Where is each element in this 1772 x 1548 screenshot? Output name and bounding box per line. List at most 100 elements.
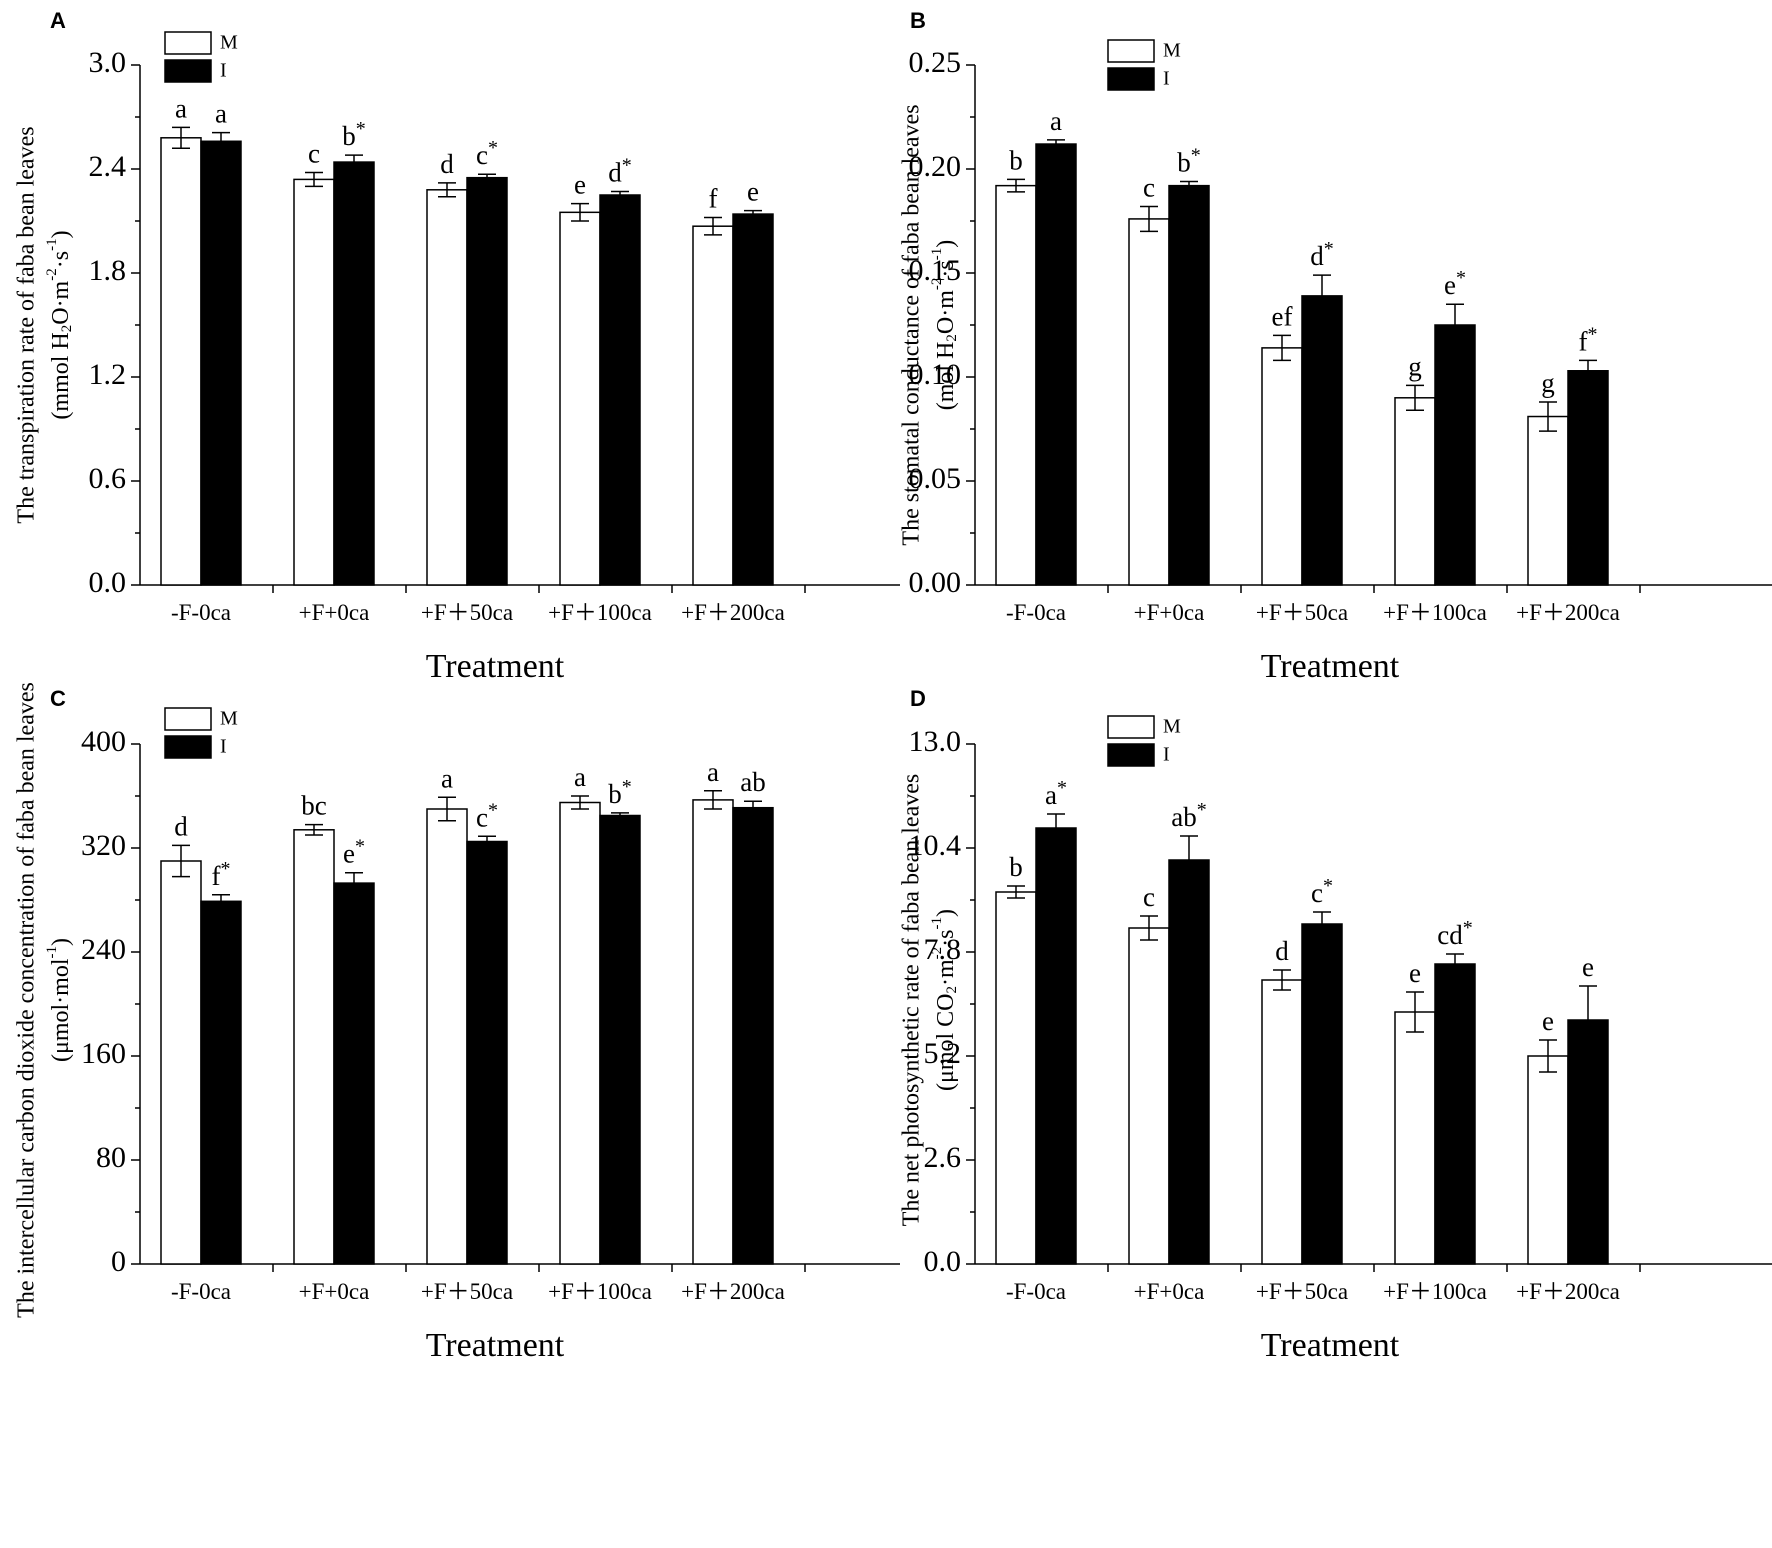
y-axis-unit-part: ) <box>48 230 74 238</box>
y-tick-label: 0.20 <box>909 150 962 183</box>
bar-i <box>1434 963 1476 1265</box>
y-axis-unit-part: -1 <box>929 917 945 930</box>
y-axis-unit-part: -1 <box>929 248 945 261</box>
y-tick-label: 400 <box>81 725 126 758</box>
significance-star: * <box>1057 777 1067 799</box>
y-tick-label: 0.25 <box>909 46 962 79</box>
legend-label-i: I <box>1163 744 1170 766</box>
legend-label-i: I <box>1163 68 1170 90</box>
y-axis-unit-part: (μmol CO <box>933 993 959 1091</box>
y-tick-label: 7.8 <box>924 933 962 966</box>
legend-label-m: M <box>220 708 238 730</box>
x-axis-title: Treatment <box>426 1327 565 1364</box>
y-axis-unit-part: -2 <box>929 947 945 960</box>
bar-m <box>1128 927 1170 1265</box>
legend-label-i: I <box>220 60 227 82</box>
y-axis-unit-part: O·m <box>933 290 959 334</box>
bar-m <box>293 178 335 586</box>
significance-label: ef <box>1272 301 1293 331</box>
y-tick-label: 0.05 <box>909 462 962 495</box>
bar-i <box>732 213 774 586</box>
legend-swatch-m <box>164 31 212 55</box>
bar-m <box>559 801 601 1265</box>
legend-label-m: M <box>1163 40 1181 62</box>
x-category-label: +F+0ca <box>299 600 370 625</box>
bar-m <box>1261 979 1303 1265</box>
x-category-label: +F＋50ca <box>1256 1279 1348 1304</box>
bar-i <box>466 176 508 586</box>
legend-swatch-m <box>164 707 212 731</box>
y-tick-label: 2.6 <box>924 1141 962 1174</box>
y-axis-unit-part: (mol H <box>933 342 959 411</box>
y-tick-label: 0.10 <box>909 358 962 391</box>
y-axis-unit: (mol H2O·m-2·s-1) <box>929 240 960 411</box>
y-tick-label: 240 <box>81 933 126 966</box>
significance-label: a <box>441 763 453 793</box>
y-axis-unit-part: ·m <box>933 959 959 986</box>
x-category-label: +F＋200ca <box>681 600 785 625</box>
panel-letter: B <box>910 8 926 33</box>
bar-m <box>1128 218 1170 586</box>
bar-i <box>732 806 774 1265</box>
y-tick-label: 10.4 <box>909 829 962 862</box>
x-category-label: +F＋100ca <box>548 1279 652 1304</box>
significance-star: * <box>1197 799 1207 821</box>
significance-label: e <box>1542 1006 1554 1036</box>
significance-star: * <box>355 836 365 858</box>
y-axis-title: The transpiration rate of faba bean leav… <box>14 126 40 523</box>
significance-label: ab* <box>1171 799 1206 832</box>
significance-star: * <box>1324 238 1334 260</box>
bar-i <box>333 882 375 1265</box>
significance-label: g <box>1541 368 1555 398</box>
y-axis-unit-part: 2 <box>59 325 75 333</box>
x-category-label: +F＋50ca <box>421 600 513 625</box>
legend-swatch-m <box>1107 39 1155 63</box>
bar-m <box>995 891 1037 1265</box>
legend-swatch-i <box>1107 743 1155 767</box>
significance-label: e <box>1582 952 1594 982</box>
y-axis-unit-part: (mmol H <box>48 332 74 419</box>
x-category-label: +F＋100ca <box>1383 1279 1487 1304</box>
y-axis-unit-part: ·s <box>48 251 74 268</box>
bar-m <box>1261 347 1303 586</box>
significance-star: * <box>488 799 498 821</box>
x-category-label: +F＋200ca <box>1516 600 1620 625</box>
bar-m <box>1394 1011 1436 1265</box>
y-tick-label: 80 <box>96 1141 126 1174</box>
x-category-label: +F+0ca <box>299 1279 370 1304</box>
y-axis-unit-part: (μmol·mol <box>48 958 74 1062</box>
bar-i <box>1168 184 1210 586</box>
y-tick-label: 3.0 <box>89 46 127 79</box>
legend-swatch-i <box>1107 67 1155 91</box>
x-category-label: +F＋200ca <box>681 1279 785 1304</box>
significance-label: e <box>747 177 759 207</box>
bar-i <box>1301 923 1343 1265</box>
significance-label: a <box>175 93 187 123</box>
significance-label: e <box>574 170 586 200</box>
x-axis-title: Treatment <box>426 648 565 685</box>
panel-letter: A <box>50 8 66 33</box>
panel-letter: D <box>910 686 926 711</box>
significance-star: * <box>356 118 366 140</box>
significance-star: * <box>622 776 632 798</box>
significance-star: * <box>622 155 632 177</box>
significance-star: * <box>1191 144 1201 166</box>
bar-i <box>200 140 242 586</box>
x-category-label: +F＋50ca <box>1256 600 1348 625</box>
y-tick-label: 0.0 <box>89 566 127 599</box>
bar-m <box>426 808 468 1265</box>
bar-i <box>1567 1019 1609 1265</box>
y-axis-unit-part: -2 <box>929 278 945 291</box>
bar-m <box>1394 397 1436 586</box>
x-category-label: -F-0ca <box>171 600 231 625</box>
bar-i <box>599 814 641 1265</box>
bar-m <box>160 860 202 1265</box>
bar-m <box>160 137 202 586</box>
bar-i <box>1301 295 1343 586</box>
y-tick-label: 13.0 <box>909 725 962 758</box>
y-axis-unit-part: ) <box>933 909 959 917</box>
significance-label: c <box>1143 172 1155 202</box>
significance-star: * <box>1456 267 1466 289</box>
significance-label: g <box>1408 351 1422 381</box>
significance-label: a <box>1050 106 1062 136</box>
